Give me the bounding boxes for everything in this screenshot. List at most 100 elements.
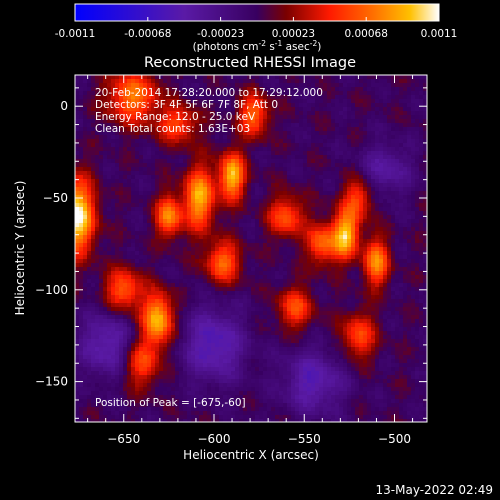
heatmap-cell bbox=[399, 291, 403, 295]
heatmap-cell bbox=[187, 123, 191, 127]
heatmap-cell bbox=[115, 187, 119, 191]
heatmap-cell bbox=[367, 187, 371, 191]
heatmap-cell bbox=[395, 143, 399, 147]
heatmap-cell bbox=[367, 119, 371, 123]
heatmap-cell bbox=[339, 195, 343, 199]
heatmap-cell bbox=[79, 295, 83, 299]
heatmap-cell bbox=[407, 99, 411, 103]
heatmap-cell bbox=[299, 215, 303, 219]
heatmap-cell bbox=[295, 215, 299, 219]
heatmap-cell bbox=[155, 127, 159, 131]
heatmap-cell bbox=[391, 215, 395, 219]
heatmap-cell bbox=[375, 215, 379, 219]
heatmap-cell bbox=[343, 171, 347, 175]
heatmap-cell bbox=[207, 179, 211, 183]
heatmap-cell bbox=[171, 115, 175, 119]
heatmap-cell bbox=[391, 135, 395, 139]
heatmap-cell bbox=[91, 227, 95, 231]
heatmap-cell bbox=[403, 283, 407, 287]
heatmap-cell bbox=[271, 171, 275, 175]
heatmap-cell bbox=[179, 79, 183, 83]
heatmap-cell bbox=[251, 299, 255, 303]
heatmap-cell bbox=[219, 235, 223, 239]
heatmap-cell bbox=[403, 191, 407, 195]
heatmap-cell bbox=[291, 203, 295, 207]
heatmap-cell bbox=[83, 255, 87, 259]
heatmap-cell bbox=[91, 211, 95, 215]
heatmap-cell bbox=[407, 111, 411, 115]
heatmap-cell bbox=[139, 263, 143, 267]
heatmap-cell bbox=[271, 271, 275, 275]
heatmap-cell bbox=[219, 207, 223, 211]
heatmap-cell bbox=[323, 147, 327, 151]
heatmap-cell bbox=[255, 151, 259, 155]
heatmap-cell bbox=[335, 75, 339, 79]
heatmap-cell bbox=[391, 255, 395, 259]
heatmap-cell bbox=[95, 195, 99, 199]
heatmap-cell bbox=[379, 187, 383, 191]
heatmap-cell bbox=[303, 115, 307, 119]
heatmap-cell bbox=[199, 235, 203, 239]
heatmap-cell bbox=[83, 259, 87, 263]
heatmap-cell bbox=[311, 183, 315, 187]
heatmap-cell bbox=[267, 195, 271, 199]
heatmap-cell bbox=[255, 235, 259, 239]
heatmap-cell bbox=[127, 283, 131, 287]
heatmap-cell bbox=[347, 171, 351, 175]
heatmap-cell bbox=[259, 243, 263, 247]
heatmap-cell bbox=[187, 95, 191, 99]
heatmap-cell bbox=[315, 179, 319, 183]
heatmap-cell bbox=[147, 199, 151, 203]
heatmap-cell bbox=[215, 235, 219, 239]
heatmap-cell bbox=[387, 239, 391, 243]
heatmap-cell bbox=[379, 219, 383, 223]
heatmap-cell bbox=[203, 187, 207, 191]
heatmap-cell bbox=[367, 107, 371, 111]
heatmap-cell bbox=[103, 195, 107, 199]
heatmap-cell bbox=[195, 195, 199, 199]
heatmap-cell bbox=[199, 271, 203, 275]
heatmap-cell bbox=[123, 239, 127, 243]
heatmap-cell bbox=[191, 195, 195, 199]
heatmap-cell bbox=[275, 83, 279, 87]
heatmap-cell bbox=[315, 143, 319, 147]
heatmap-cell bbox=[367, 131, 371, 135]
heatmap-cell bbox=[283, 243, 287, 247]
heatmap-cell bbox=[327, 183, 331, 187]
heatmap-cell bbox=[311, 251, 315, 255]
heatmap-cell bbox=[139, 211, 143, 215]
heatmap-cell bbox=[263, 95, 267, 99]
heatmap-cell bbox=[367, 167, 371, 171]
heatmap-cell bbox=[263, 295, 267, 299]
heatmap-cell bbox=[383, 235, 387, 239]
heatmap-cell bbox=[423, 227, 427, 231]
heatmap-cell bbox=[231, 207, 235, 211]
heatmap-cell bbox=[191, 123, 195, 127]
heatmap-cell bbox=[111, 279, 115, 283]
heatmap-cell bbox=[91, 255, 95, 259]
heatmap-cell bbox=[263, 115, 267, 119]
heatmap-cell bbox=[95, 107, 99, 111]
heatmap-cell bbox=[391, 107, 395, 111]
heatmap-cell bbox=[251, 239, 255, 243]
heatmap-cell bbox=[275, 203, 279, 207]
heatmap-cell bbox=[279, 95, 283, 99]
heatmap-cell bbox=[411, 179, 415, 183]
heatmap-cell bbox=[159, 263, 163, 267]
heatmap-cell bbox=[419, 223, 423, 227]
heatmap-cell bbox=[323, 167, 327, 171]
heatmap-cell bbox=[399, 259, 403, 263]
heatmap-cell bbox=[323, 251, 327, 255]
heatmap-cell bbox=[195, 179, 199, 183]
colorbar-tick-label: 0.00068 bbox=[344, 28, 387, 40]
heatmap-cell bbox=[251, 247, 255, 251]
heatmap-cell bbox=[227, 171, 231, 175]
heatmap-cell bbox=[135, 151, 139, 155]
heatmap-cell bbox=[363, 283, 367, 287]
heatmap-cell bbox=[367, 159, 371, 163]
heatmap-cell bbox=[327, 287, 331, 291]
heatmap-cell bbox=[263, 267, 267, 271]
heatmap-cell bbox=[191, 187, 195, 191]
heatmap-cell bbox=[387, 119, 391, 123]
heatmap-cell bbox=[187, 87, 191, 91]
